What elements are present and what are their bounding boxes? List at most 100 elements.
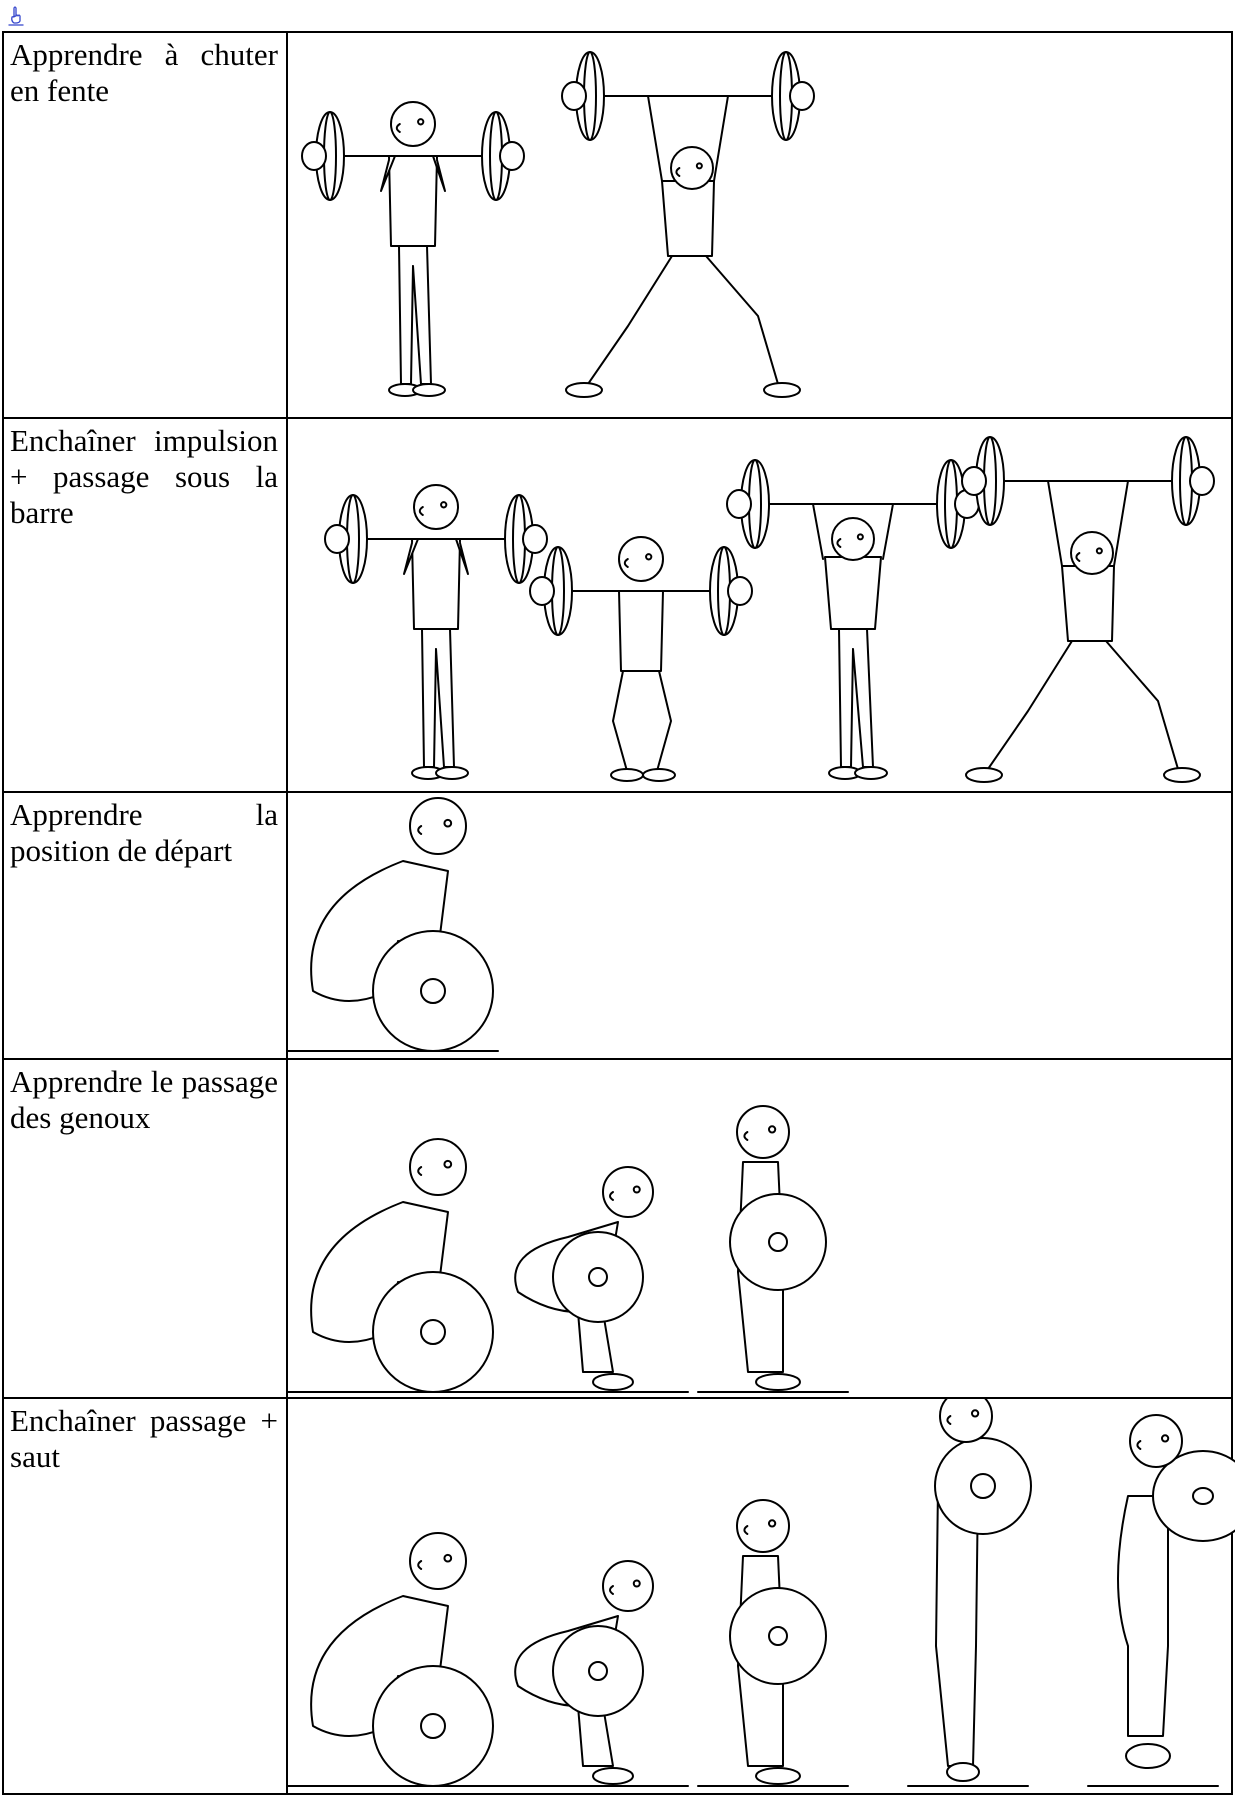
figure: [561, 51, 815, 398]
shoe: [592, 1373, 634, 1391]
figure: [1087, 1414, 1235, 1787]
eye: [443, 818, 453, 828]
torso: [824, 556, 882, 630]
ear: [946, 1415, 952, 1425]
shoe: [755, 1767, 801, 1785]
illustration: [301, 51, 815, 398]
ear: [836, 538, 842, 548]
illustration: [288, 1105, 849, 1393]
leg: [612, 670, 672, 772]
eye: [767, 1519, 777, 1528]
head: [670, 146, 714, 190]
eye: [417, 118, 425, 126]
collar: [301, 141, 327, 171]
collar: [789, 81, 815, 111]
plate-hole: [1192, 1487, 1214, 1505]
exercise-label: Apprendre la position de départ: [2, 791, 288, 1060]
exercise-label: Apprendre à chuter en fente: [2, 31, 288, 419]
pointer-icon[interactable]: [8, 6, 24, 26]
ear: [743, 1131, 749, 1141]
arm: [403, 538, 469, 575]
shoe: [1125, 1743, 1171, 1769]
table-body: Apprendre à chuter en fente Enchaîner imp…: [2, 31, 1235, 1795]
table-row: Apprendre le passage des genoux: [2, 1058, 1233, 1399]
ear: [1075, 552, 1081, 562]
figure: [497, 1166, 689, 1393]
leg: [838, 628, 854, 768]
shoe: [642, 768, 676, 782]
ear: [623, 558, 629, 568]
plate-hole: [588, 1267, 608, 1287]
illustration-cell: [286, 791, 1233, 1060]
collar: [499, 141, 525, 171]
shoe: [755, 1373, 801, 1391]
ear: [675, 167, 681, 177]
arm: [812, 503, 894, 560]
shoe: [763, 382, 801, 398]
figure: [529, 536, 753, 782]
shoe: [1163, 767, 1201, 783]
exercise-label: Apprendre le passage des genoux: [2, 1058, 288, 1399]
table-row: Enchaîner impulsion + passage sous la ba…: [2, 417, 1233, 793]
arm: [380, 155, 446, 192]
body: [1117, 1495, 1169, 1737]
collar: [1189, 466, 1215, 496]
leg: [852, 628, 874, 768]
illustration-cell: [286, 31, 1233, 419]
plate-hole: [420, 1319, 446, 1345]
ear: [395, 123, 401, 133]
ear: [417, 1166, 423, 1176]
head: [618, 536, 664, 582]
illustration-cell: [286, 417, 1233, 793]
figure: [961, 436, 1215, 783]
shoe: [592, 1767, 634, 1785]
head: [413, 484, 459, 530]
shoe: [610, 768, 644, 782]
shoe: [412, 383, 446, 397]
eye: [1160, 1434, 1170, 1443]
arm: [647, 95, 729, 182]
illustration: [288, 1399, 1235, 1787]
ear: [1136, 1440, 1142, 1450]
illustration-cell: [286, 1397, 1235, 1795]
head: [602, 1166, 654, 1218]
exercise-table: Apprendre à chuter en fente Enchaîner imp…: [2, 31, 1235, 1795]
eye: [970, 1409, 980, 1418]
eye: [856, 533, 864, 541]
figure: [697, 1105, 849, 1393]
leg: [412, 245, 432, 385]
exercise-label: Enchaîner passage + saut: [2, 1397, 288, 1795]
eye: [440, 501, 448, 509]
figure: [907, 1399, 1032, 1787]
eye: [645, 553, 653, 561]
leg: [421, 628, 437, 768]
ear: [743, 1525, 749, 1535]
figure: [726, 459, 980, 780]
ear: [417, 825, 423, 835]
collar: [529, 576, 555, 606]
plate-hole: [420, 978, 446, 1004]
figure: [288, 797, 499, 1052]
exercise-label: Enchaîner impulsion + passage sous la ba…: [2, 417, 288, 793]
ear: [609, 1191, 614, 1201]
collar: [324, 524, 350, 554]
figure: [324, 484, 548, 780]
head: [831, 517, 875, 561]
head: [602, 1560, 654, 1612]
head: [939, 1399, 993, 1443]
head: [390, 101, 436, 147]
collar: [561, 81, 587, 111]
shoe: [435, 766, 469, 780]
eye: [443, 1553, 453, 1563]
head: [736, 1499, 790, 1553]
table-row: Apprendre à chuter en fente: [2, 31, 1233, 419]
eye: [1095, 547, 1103, 555]
plate-hole: [768, 1232, 788, 1252]
figure: [697, 1499, 849, 1787]
shoe: [946, 1762, 980, 1782]
head: [409, 1138, 467, 1196]
torso: [1061, 565, 1115, 642]
illustration-cell: [286, 1058, 1233, 1399]
plate-hole: [970, 1473, 996, 1499]
